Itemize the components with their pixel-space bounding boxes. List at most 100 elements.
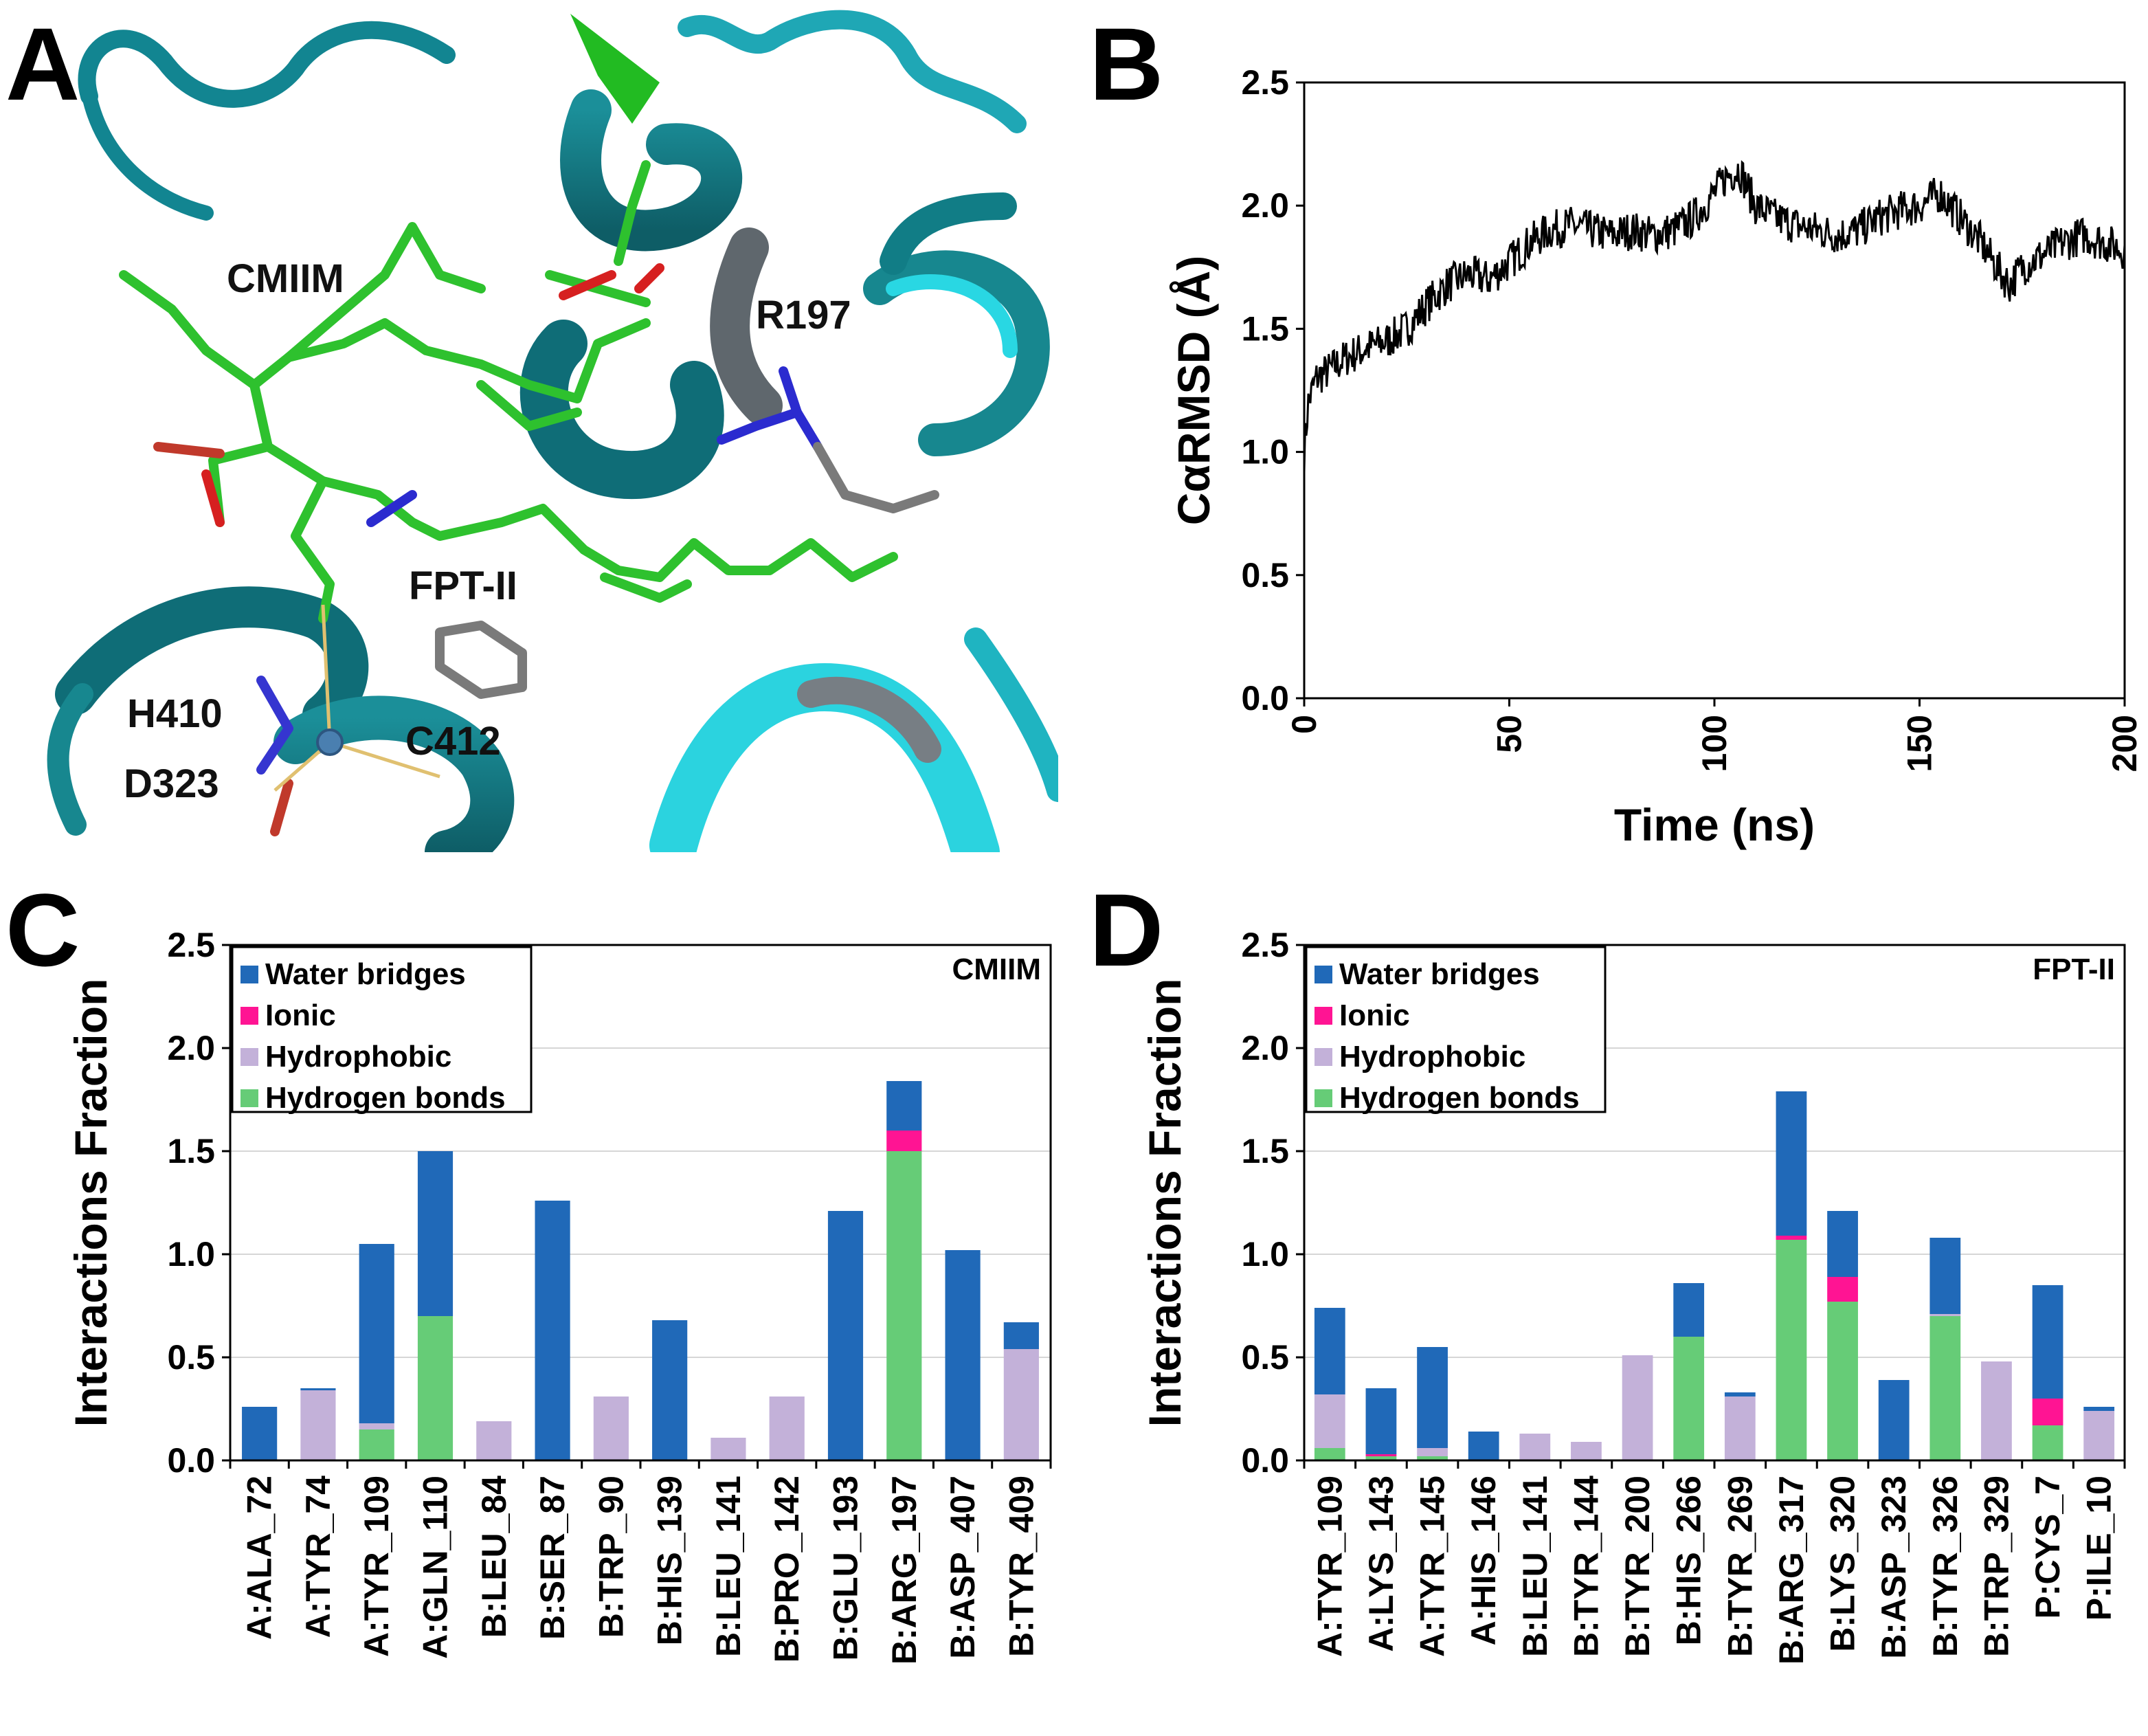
label-d323: D323 bbox=[124, 761, 219, 806]
rmsd-chart: 0.0 0.5 1.0 1.5 2.0 2.5 0 50 100 150 200 CαRMSD (… bbox=[1168, 63, 2144, 850]
fpt-y-tick-label: 2.0 bbox=[1241, 1029, 1289, 1067]
cmiim-x-tick-label: B:ARG_197 bbox=[885, 1476, 924, 1665]
cmiim-y-tick-label: 2.5 bbox=[167, 926, 215, 964]
fpt-legend: Water bridges Ionic Hydrophobic Hydrogen bo… bbox=[1305, 946, 1607, 1115]
cmiim-bar-hydrophobic bbox=[476, 1421, 512, 1460]
fpt-bar-water-bridges bbox=[1365, 1388, 1397, 1454]
fpt-y-tick-label: 0.0 bbox=[1241, 1441, 1289, 1480]
cmiim-x-tick-label: B:PRO_142 bbox=[768, 1476, 806, 1662]
fpt-bar-hydrophobic bbox=[1622, 1355, 1653, 1460]
rmsd-y-tick-label: 1.5 bbox=[1241, 309, 1289, 348]
fpt-bar-hydrophobic bbox=[1571, 1442, 1602, 1460]
fpt-x-tick-label: B:TYR_200 bbox=[1618, 1476, 1657, 1657]
fpt-legend-swatch bbox=[1314, 1048, 1332, 1066]
fpt-bar-hydrophobic bbox=[1417, 1448, 1448, 1456]
cmiim-y-tick-label: 1.5 bbox=[167, 1132, 215, 1170]
fpt-x-tick-label: A:HIS_146 bbox=[1464, 1476, 1503, 1645]
cmiim-bar-hydrophobic bbox=[769, 1396, 805, 1460]
rmsd-y-tick-label: 0.5 bbox=[1241, 556, 1289, 594]
cmiim-y-tick-label: 2.0 bbox=[167, 1029, 215, 1067]
fpt-bar-water-bridges bbox=[1724, 1392, 1756, 1396]
label-cmiim: CMIIM bbox=[227, 256, 344, 301]
panel-label-d: D bbox=[1089, 872, 1163, 988]
rmsd-x-tick-label: 100 bbox=[1695, 715, 1734, 772]
panel-label-c: C bbox=[5, 872, 80, 988]
fpt-bar-hydrogen-bonds bbox=[1314, 1448, 1345, 1460]
fpt-x-tick-label: B:LEU_141 bbox=[1516, 1476, 1554, 1657]
cmiim-y-axis-label: Interactions Fraction bbox=[65, 979, 116, 1427]
cmiim-legend-swatch bbox=[240, 1007, 258, 1025]
cmiim-x-tick-label: B:ASP_407 bbox=[943, 1476, 982, 1659]
fpt-x-tick-label: P:ILE_10 bbox=[2080, 1476, 2118, 1621]
fpt-x-tick-label: B:ASP_323 bbox=[1875, 1476, 1913, 1659]
rmsd-x-axis-label: Time (ns) bbox=[1614, 799, 1815, 850]
cmiim-x-tick-label: A:TYR_109 bbox=[357, 1476, 396, 1657]
molecule-render: CMIIM R197 FPT-II H410 D323 C412 bbox=[0, 0, 1058, 852]
fpt-y-tick-label: 1.5 bbox=[1241, 1132, 1289, 1170]
cmiim-legend-swatch bbox=[240, 1089, 258, 1107]
fpt-legend-label: Water bridges bbox=[1339, 957, 1540, 991]
cmiim-chart-title: CMIIM bbox=[952, 953, 1041, 986]
cmiim-bar-water-bridges bbox=[417, 1151, 454, 1316]
fpt-legend-label: Ionic bbox=[1339, 999, 1410, 1032]
fpt-bar-ionic bbox=[1827, 1277, 1858, 1302]
fpt-legend-swatch bbox=[1314, 966, 1332, 983]
fpt-bar-hydrogen-bonds bbox=[1827, 1302, 1858, 1460]
fpt-bar-water-bridges bbox=[1314, 1308, 1345, 1394]
fpt-x-tick-label: A:TYR_145 bbox=[1413, 1476, 1452, 1657]
fpt-x-tick-label: B:LYS_320 bbox=[1824, 1476, 1862, 1652]
cmiim-legend-swatch bbox=[240, 1048, 258, 1066]
fpt-bar-water-bridges bbox=[1673, 1283, 1705, 1337]
cmiim-x-tick-label: A:TYR_74 bbox=[299, 1476, 337, 1638]
cmiim-bar-hydrophobic bbox=[593, 1396, 629, 1460]
label-c412: C412 bbox=[405, 719, 501, 764]
cmiim-legend-label: Ionic bbox=[265, 999, 336, 1032]
cmiim-bar-hydrophobic bbox=[711, 1438, 746, 1460]
cmiim-bar-water-bridges bbox=[1003, 1322, 1039, 1349]
cmiim-bar-water-bridges bbox=[827, 1211, 864, 1460]
rmsd-series-line bbox=[1303, 159, 2126, 472]
cmiim-bar-water-bridges bbox=[359, 1244, 394, 1423]
cmiim-bar-water-bridges bbox=[945, 1250, 981, 1460]
fpt-bar-hydrophobic bbox=[1929, 1314, 1961, 1316]
rmsd-y-tick-label: 2.5 bbox=[1241, 63, 1289, 102]
cmiim-bar-water-bridges bbox=[300, 1388, 336, 1390]
fpt-bar-water-bridges bbox=[1878, 1380, 1910, 1460]
fpt-x-tick-label: B:HIS_266 bbox=[1670, 1476, 1708, 1645]
rmsd-plot-frame bbox=[1303, 81, 2126, 700]
cmiim-x-tick-label: B:LEU_84 bbox=[475, 1476, 513, 1638]
fpt-x-tick-label: A:TYR_109 bbox=[1310, 1476, 1349, 1657]
cmiim-bar-water-bridges bbox=[242, 1407, 278, 1460]
cmiim-legend-box bbox=[231, 946, 533, 1113]
cmiim-y-tick-label: 0.5 bbox=[167, 1338, 215, 1377]
rmsd-y-tick-label: 0.0 bbox=[1241, 679, 1289, 717]
fpt-bar-water-bridges bbox=[1929, 1238, 1961, 1314]
panel-label-a: A bbox=[5, 6, 80, 122]
label-h410: H410 bbox=[127, 691, 223, 736]
fpt-bar-hydrophobic bbox=[2083, 1411, 2115, 1460]
rmsd-y-tick-label: 2.0 bbox=[1241, 186, 1289, 225]
cmiim-x-tick-label: B:LEU_141 bbox=[709, 1476, 748, 1657]
cmiim-y-tick-label: 0.0 bbox=[167, 1441, 215, 1480]
fpt-bar-ionic bbox=[1365, 1454, 1397, 1456]
fpt-bar-hydrophobic bbox=[1314, 1394, 1345, 1448]
fpt-bar-hydrogen-bonds bbox=[2032, 1425, 2063, 1460]
fpt-y-tick-label: 2.5 bbox=[1241, 926, 1289, 964]
fpt-bar-water-bridges bbox=[1776, 1091, 1807, 1236]
cmiim-bar-hydrogen-bonds bbox=[417, 1316, 454, 1460]
rmsd-x-tick-label: 0 bbox=[1285, 715, 1323, 734]
cmiim-legend-swatch bbox=[240, 966, 258, 983]
fpt-bar-ionic bbox=[2032, 1399, 2063, 1425]
fpt-bar-hydrogen-bonds bbox=[1673, 1337, 1705, 1460]
cmiim-bar-hydrogen-bonds bbox=[886, 1151, 922, 1460]
cmiim-x-tick-label: B:SER_87 bbox=[533, 1476, 572, 1640]
fpt-legend-swatch bbox=[1314, 1089, 1332, 1107]
fpt-legend-box bbox=[1305, 946, 1607, 1113]
rmsd-x-tick-label: 150 bbox=[1901, 715, 1939, 772]
rmsd-x-tick-label: 200 bbox=[2105, 715, 2144, 772]
cmiim-x-tick-label: B:GLU_193 bbox=[827, 1476, 865, 1661]
fpt-bar-hydrophobic bbox=[1724, 1396, 1756, 1460]
cmiim-x-tick-label: A:GLN_110 bbox=[416, 1476, 455, 1659]
panel-label-b: B bbox=[1089, 6, 1163, 122]
cmiim-bar-hydrophobic bbox=[300, 1390, 336, 1460]
